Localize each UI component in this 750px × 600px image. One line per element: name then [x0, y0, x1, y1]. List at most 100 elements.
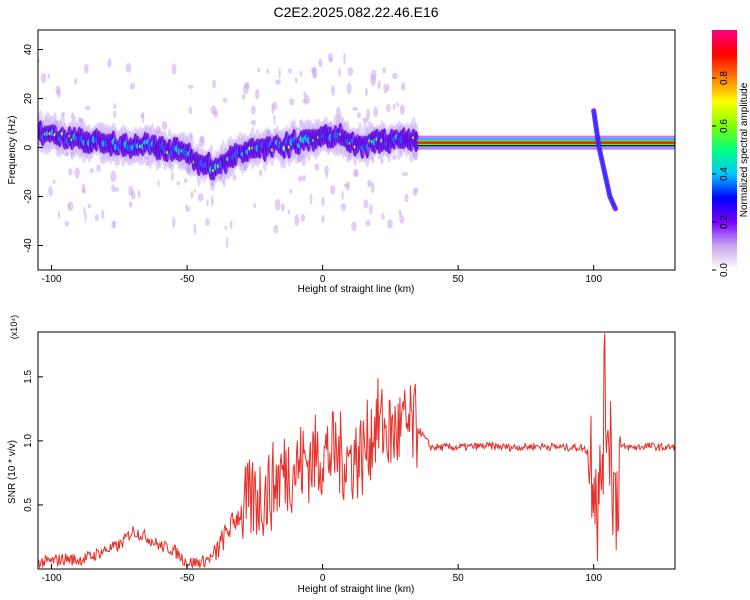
x-tick-label: -50	[180, 274, 195, 285]
spectrogram-speckle	[303, 91, 307, 98]
spectrogram-speckle	[113, 110, 117, 119]
spectrogram-speckle	[257, 68, 261, 73]
spectrogram-speckle	[188, 106, 193, 115]
spectrogram-speckle	[83, 206, 86, 215]
spectrogram-speckle	[212, 79, 216, 89]
top-panel: -100 -50 0 50 100 -40 -20 0 20 40 Height of stra…	[7, 29, 676, 295]
spectrogram-speckle	[52, 179, 56, 184]
spectrogram-speckle	[210, 105, 217, 115]
spectrogram-speckle	[68, 202, 71, 212]
spectrogram-speckle	[392, 154, 397, 161]
spectrogram-speckle	[297, 153, 303, 163]
bottom-y-multiplier: (x10⁴)	[9, 315, 19, 339]
spectrogram-speckle	[412, 188, 418, 196]
x-tick-label: 100	[585, 274, 602, 285]
figure-title: C2E2.2025.082.22.46.E16	[273, 4, 438, 20]
spectrogram-band	[413, 130, 419, 153]
spectrogram-speckle	[229, 220, 233, 230]
spectrogram-speckle	[128, 201, 133, 208]
y-tick-label: -20	[23, 189, 34, 204]
spectrogram-speckle	[311, 66, 317, 73]
spectrogram-speckle	[369, 203, 373, 215]
y-tick-label: 1.5	[23, 369, 34, 383]
spectrogram-speckle	[113, 220, 116, 229]
spectrogram-speckle	[273, 224, 279, 234]
spectrogram-speckle	[328, 52, 333, 62]
spectrogram-speckle	[288, 68, 293, 74]
spectrogram-speckle	[321, 196, 325, 207]
spectrogram-speckle	[347, 150, 354, 161]
spectrogram-speckle	[183, 178, 188, 184]
spectrogram-speckle	[253, 203, 257, 209]
spectrogram-speckle	[84, 211, 87, 223]
spectrogram-speckle	[250, 119, 257, 126]
spectrogram-speckle	[402, 171, 409, 177]
spectrogram-speckle	[297, 175, 303, 182]
x-tick-label: 50	[453, 274, 465, 285]
spectrogram-speckle	[168, 161, 173, 170]
spectrogram-speckle	[225, 236, 229, 249]
spectrogram-speckle	[144, 156, 150, 167]
spectrogram-speckle	[96, 164, 101, 172]
spectrogram-speckle	[89, 167, 94, 174]
colorbar: 0.0 0.2 0.4 0.6 0.8 Normalized spectral ampl…	[712, 30, 750, 277]
colorbar-tick-label: 0.0	[719, 263, 730, 277]
spectrogram-speckle	[367, 179, 372, 188]
spectrogram-speckle	[302, 174, 306, 182]
spectrogram-speckle	[300, 213, 306, 222]
spectrogram-speckle	[171, 171, 174, 181]
spectrogram-speckle	[351, 221, 357, 232]
spectrogram-speckle	[362, 116, 369, 124]
spectrogram-speckle	[161, 120, 168, 130]
y-tick-label: -40	[23, 238, 34, 253]
spectrogram-speckle	[370, 74, 377, 87]
spectrogram-speckle	[193, 188, 196, 193]
spectrogram-speckle	[193, 223, 197, 235]
spectrogram-speckle	[113, 187, 120, 192]
steady-band-core	[417, 141, 675, 144]
spectrogram-speckle	[365, 219, 371, 227]
x-tick-label: -50	[180, 573, 195, 584]
spectrogram-speckle	[275, 79, 281, 85]
spectrogram-speckle	[210, 144, 213, 156]
spectrogram-speckle	[294, 214, 300, 227]
spectrogram-speckle	[107, 58, 112, 68]
spectrogram-speckle	[318, 58, 323, 68]
spectrogram-speckle	[74, 78, 78, 85]
spectrogram-speckle	[399, 104, 405, 115]
spectrogram-speckle	[206, 199, 209, 207]
spectrogram-speckle	[205, 217, 210, 227]
top-y-axis: -40 -20 0 20 40	[23, 44, 43, 253]
spectrogram-speckle	[377, 80, 381, 90]
spectrogram-speckle	[347, 66, 354, 77]
spectrogram-speckle	[70, 150, 73, 158]
spectrogram-speckle	[42, 119, 45, 128]
spectrogram-speckle	[274, 198, 281, 211]
spectrogram-speckle	[392, 72, 398, 80]
y-tick-label: 20	[23, 93, 34, 105]
spectrogram-speckle	[74, 167, 80, 179]
x-tick-label: 0	[320, 274, 326, 285]
spectrogram-speckle	[352, 106, 358, 111]
spectrogram-speckle	[314, 163, 320, 171]
spectrogram-speckle	[185, 203, 188, 210]
spectrogram-speckle	[392, 103, 396, 111]
y-tick-label: 1.0	[23, 434, 34, 448]
spectrogram-speckle	[210, 195, 214, 207]
spectrogram-speckle	[232, 174, 237, 181]
spectrogram-speckle	[40, 73, 47, 84]
spectrogram-speckle	[289, 98, 295, 106]
spectrogram-speckle	[53, 112, 57, 121]
spectrogram-speckle	[338, 67, 341, 78]
spectrogram-speckle	[83, 63, 89, 74]
spectrogram-speckle	[373, 106, 379, 118]
colorbar-label: Normalized spectral amplitude	[739, 82, 750, 217]
spectrogram-speckle	[64, 220, 70, 227]
spectrogram-speckle	[57, 210, 61, 220]
spectrogram-speckle	[278, 67, 281, 79]
spectrogram-speckle	[302, 98, 307, 104]
bottom-x-axis: -100 -50 0 50 100	[42, 564, 602, 584]
spectrogram-speckle	[251, 105, 256, 115]
spectrogram-speckle	[396, 102, 399, 108]
